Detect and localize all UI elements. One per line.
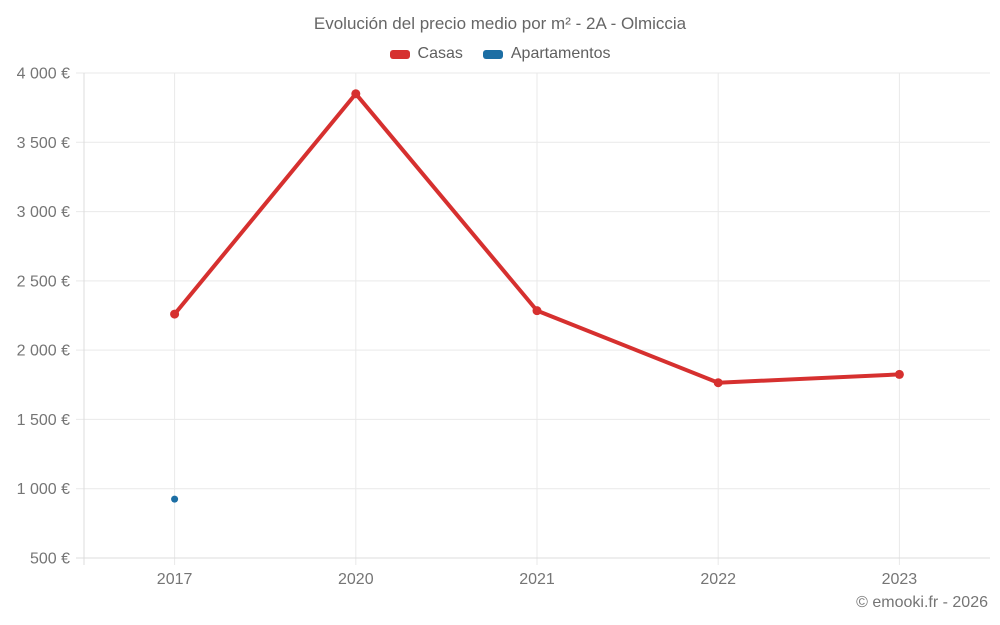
point-casas-2020 [351,89,361,99]
copyright: © emooki.fr - 2026 [856,594,988,611]
point-casas-2021 [532,306,542,316]
point-apartamentos-2017 [171,495,179,503]
point-casas-2017 [170,309,180,319]
legend-item-apartamentos[interactable]: Apartamentos [482,45,611,63]
point-casas-2022 [713,378,723,388]
y-tick-label: 1 000 € [17,481,70,498]
y-tick-label: 2 500 € [17,273,70,290]
x-tick-label: 2023 [882,571,918,588]
x-tick-label: 2021 [519,571,555,588]
y-tick-label: 3 500 € [17,135,70,152]
y-tick-label: 1 500 € [17,412,70,429]
legend: Casas Apartamentos [0,45,1000,63]
point-casas-2023 [894,369,904,379]
legend-swatch-apartamentos-icon [482,49,503,59]
x-tick-label: 2017 [157,571,193,588]
y-tick-label: 500 € [30,551,70,568]
legend-label-casas: Casas [417,45,463,62]
y-tick-label: 2 000 € [17,343,70,360]
chart-title: Evolución del precio medio por m² - 2A -… [313,14,687,33]
y-tick-label: 3 000 € [17,204,70,221]
x-tick-label: 2020 [338,571,374,588]
legend-label-apartamentos: Apartamentos [510,45,611,62]
legend-item-casas[interactable]: Casas [389,45,463,63]
x-tick-label: 2022 [700,571,736,588]
y-tick-label: 4 000 € [17,66,70,83]
legend-swatch-casas-icon [389,49,410,59]
